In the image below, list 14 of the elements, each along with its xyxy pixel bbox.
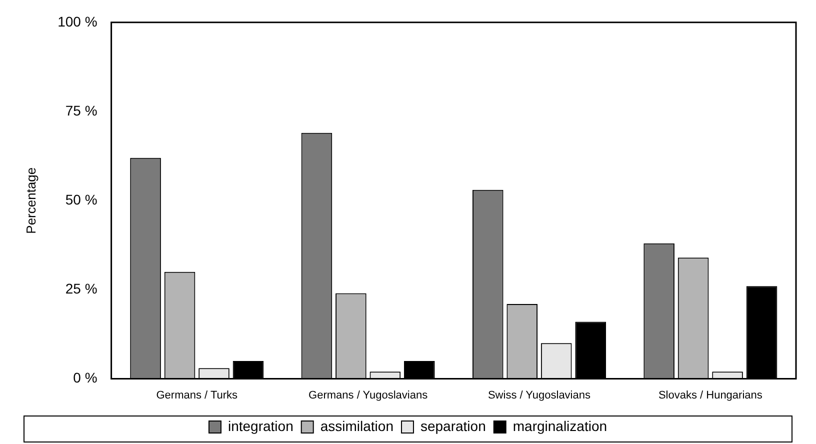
x-tick-label: Germans / Yugoslavians [308,389,428,402]
x-tick-label: Germans / Turks [156,389,238,402]
legend-label: assimilation [320,418,394,434]
y-tick-label: 0 % [73,370,98,386]
y-tick-label: 50 % [65,191,98,208]
legend-label: separation [420,418,486,434]
y-axis-title: Percentage [23,167,38,234]
x-tick-label: Swiss / Yugoslavians [488,389,591,402]
legend-label: integration [228,418,294,434]
y-tick-label: 25 % [65,280,98,297]
y-tick-label: 75 % [65,102,98,118]
legend-label: marginalization [512,418,608,434]
y-tick-label: 100 % [58,13,98,30]
x-tick-label: Slovaks / Hungarians [658,389,763,402]
